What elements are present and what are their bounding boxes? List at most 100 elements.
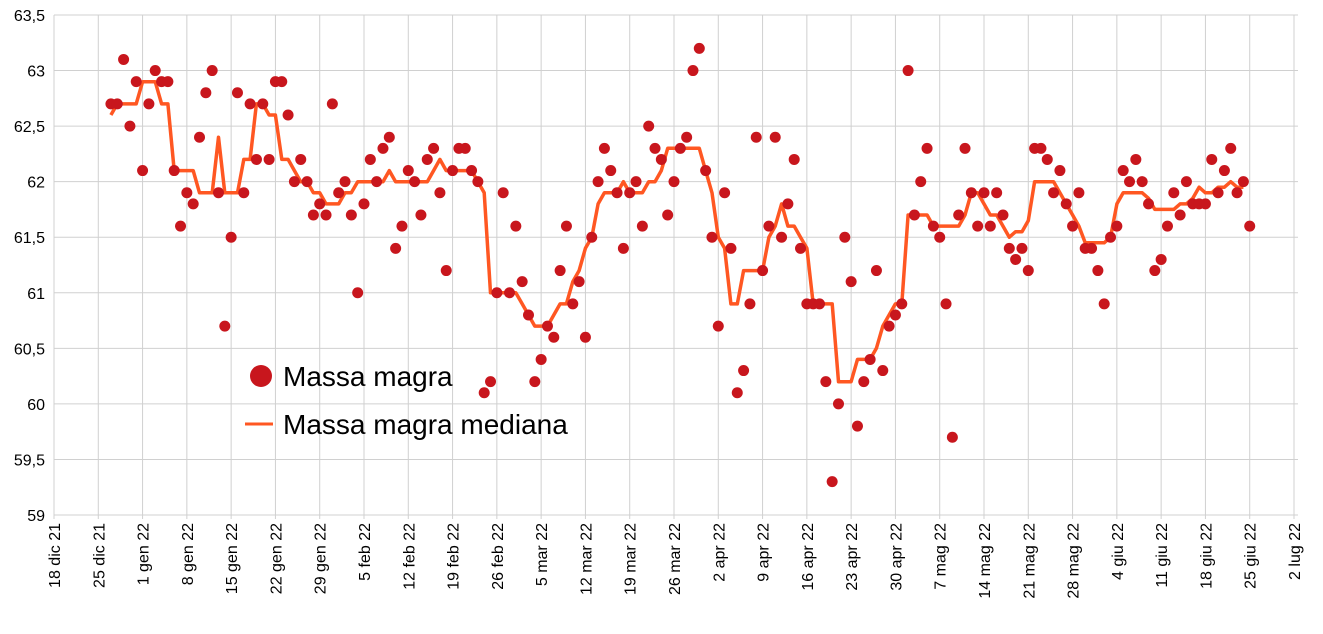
data-point <box>459 142 471 154</box>
data-point <box>725 242 737 254</box>
data-point <box>953 209 965 221</box>
data-point <box>326 98 338 110</box>
data-point <box>934 231 946 243</box>
data-point <box>668 176 680 188</box>
data-point <box>1130 153 1142 165</box>
data-point <box>282 109 294 121</box>
data-point <box>149 65 161 77</box>
y-tick-label: 63,5 <box>14 8 45 25</box>
data-point <box>700 165 712 177</box>
data-point <box>162 76 174 88</box>
data-point <box>175 220 187 232</box>
data-point <box>535 353 547 365</box>
x-tick-label: 19 mar 22 <box>623 523 640 595</box>
x-tick-label: 23 apr 22 <box>844 523 861 591</box>
data-point <box>712 320 724 332</box>
data-point <box>1111 220 1123 232</box>
data-point <box>1117 165 1129 177</box>
data-point <box>143 98 155 110</box>
x-tick-label: 9 apr 22 <box>756 523 773 582</box>
x-tick-label: 26 mar 22 <box>667 523 684 595</box>
data-point <box>782 198 794 210</box>
data-point <box>219 320 231 332</box>
y-tick-label: 60 <box>27 397 45 414</box>
data-point <box>276 76 288 88</box>
data-point <box>181 187 193 199</box>
data-point <box>421 153 433 165</box>
x-tick-label: 11 giu 22 <box>1154 523 1171 588</box>
data-point <box>851 420 863 432</box>
x-tick-label: 25 giu 22 <box>1243 523 1260 589</box>
data-point <box>1142 198 1154 210</box>
data-point <box>529 376 541 388</box>
data-point <box>586 231 598 243</box>
data-point <box>940 298 952 310</box>
data-point <box>358 198 370 210</box>
data-point <box>244 98 256 110</box>
data-point <box>137 165 149 177</box>
data-point <box>883 320 895 332</box>
data-point <box>605 165 617 177</box>
data-point <box>288 176 300 188</box>
data-point <box>927 220 939 232</box>
data-point <box>1212 187 1224 199</box>
x-tick-label: 2 lug 22 <box>1287 523 1304 580</box>
data-point <box>788 153 800 165</box>
x-tick-label: 28 mag 22 <box>1066 523 1083 599</box>
data-point <box>693 42 705 54</box>
data-point <box>776 231 788 243</box>
data-point <box>200 87 212 99</box>
data-point <box>1098 298 1110 310</box>
x-tick-label: 18 giu 22 <box>1198 523 1215 589</box>
data-point <box>826 476 838 488</box>
y-tick-label: 60,5 <box>14 341 45 358</box>
data-point <box>959 142 971 154</box>
x-tick-label: 7 mag 22 <box>933 523 950 590</box>
data-point <box>307 209 319 221</box>
data-point <box>655 153 667 165</box>
data-point <box>617 242 629 254</box>
data-point <box>257 98 269 110</box>
data-point <box>1231 187 1243 199</box>
data-point <box>814 298 826 310</box>
series-median <box>109 79 1244 384</box>
data-point <box>908 209 920 221</box>
x-tick-label: 26 feb 22 <box>490 523 507 590</box>
data-point <box>681 131 693 143</box>
data-point <box>231 87 243 99</box>
y-tick-label: 59 <box>27 508 45 525</box>
data-point <box>1149 265 1161 277</box>
x-tick-label: 12 feb 22 <box>401 523 418 590</box>
y-tick-label: 61,5 <box>14 230 45 247</box>
data-point <box>598 142 610 154</box>
data-point <box>301 176 313 188</box>
data-point <box>554 265 566 277</box>
data-point <box>1136 176 1148 188</box>
data-point <box>1067 220 1079 232</box>
data-point <box>238 187 250 199</box>
x-tick-label: 19 feb 22 <box>446 523 463 590</box>
x-tick-label: 15 gen 22 <box>224 523 241 594</box>
data-point <box>1218 165 1230 177</box>
data-point <box>383 131 395 143</box>
data-point <box>795 242 807 254</box>
data-point <box>497 187 509 199</box>
data-point <box>984 220 996 232</box>
data-point <box>719 187 731 199</box>
data-point <box>649 142 661 154</box>
data-point <box>1035 142 1047 154</box>
data-point <box>1199 198 1211 210</box>
data-point <box>845 276 857 288</box>
y-tick-label: 59,5 <box>14 452 45 469</box>
x-tick-label: 22 gen 22 <box>268 523 285 594</box>
data-point <box>636 220 648 232</box>
x-tick-label: 16 apr 22 <box>800 523 817 591</box>
data-point <box>377 142 389 154</box>
data-point <box>1092 265 1104 277</box>
data-point <box>206 65 218 77</box>
data-point <box>447 165 459 177</box>
data-point <box>902 65 914 77</box>
data-point <box>731 387 743 399</box>
data-point <box>820 376 832 388</box>
data-point <box>1168 187 1180 199</box>
